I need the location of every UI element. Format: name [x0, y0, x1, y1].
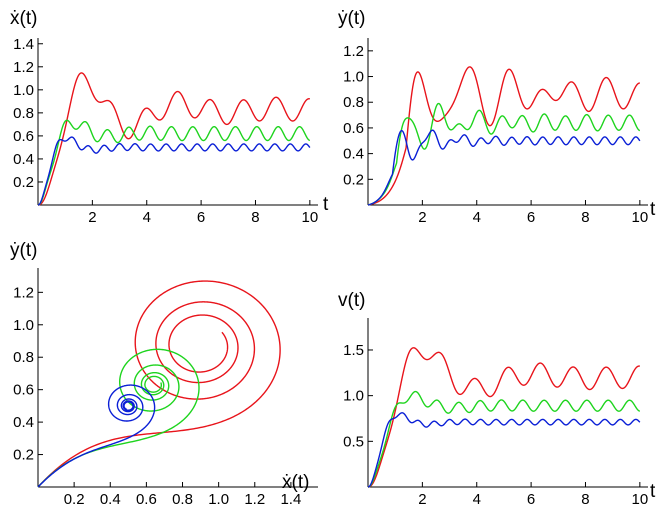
series-line-blue — [367, 412, 641, 488]
x-tick-label: 2 — [418, 209, 426, 226]
y-tick-label: 0.6 — [13, 382, 34, 399]
series-line-green — [37, 348, 200, 488]
series-line-red — [367, 347, 641, 488]
x-tick-label: 0.2 — [64, 491, 85, 508]
panel-phase-ydot-vs-xdot: 0.2 0.4 0.6 0.8 1.0 1.2 1.4 0.2 0.4 0.6 0.8 1.0 1.2 ẏ… — [10, 240, 318, 508]
series-line-red — [37, 280, 281, 488]
x-tick-label: 0.8 — [172, 491, 193, 508]
x-tick-label: 2 — [88, 209, 96, 226]
y-axis-label: ẏ(t) — [10, 240, 37, 261]
y-tick-label: 0.2 — [13, 174, 34, 191]
x-axis-label: t — [650, 481, 656, 502]
y-tick-label: 1.2 — [13, 284, 34, 301]
x-tick-label: 1.4 — [280, 491, 301, 508]
x-tick-label: 0.6 — [136, 491, 157, 508]
x-tick-label: 6 — [527, 209, 535, 226]
series-line-red — [367, 66, 641, 206]
y-tick-label: 1.0 — [13, 317, 34, 334]
x-tick-label: 10 — [302, 209, 319, 226]
y-tick-label: 0.4 — [13, 414, 34, 431]
y-tick-label: 1.0 — [343, 69, 364, 86]
y-tick-label: 0.5 — [343, 433, 364, 450]
y-tick-label: 1.2 — [13, 59, 34, 76]
y-tick-label: 1.0 — [13, 82, 34, 99]
y-tick-label: 0.2 — [343, 171, 364, 188]
y-tick-label: 0.6 — [343, 120, 364, 137]
x-tick-label: 8 — [581, 209, 589, 226]
x-tick-label: 8 — [251, 209, 259, 226]
y-tick-label: 0.8 — [13, 349, 34, 366]
panel-speed-vs-t: 2 4 6 8 10 0.5 1.0 1.5 v(t) t — [338, 290, 656, 508]
x-tick-label: 6 — [197, 209, 205, 226]
x-tick-label: 10 — [632, 209, 649, 226]
y-tick-label: 0.8 — [13, 105, 34, 122]
x-tick-label: 2 — [418, 491, 426, 508]
panel-xdot-vs-t: 2 4 6 8 10 0.2 0.4 0.6 0.8 1.0 1.2 1.4 ẋ(t) t — [10, 8, 329, 226]
y-axis-label: v(t) — [338, 290, 365, 311]
x-tick-label: 4 — [143, 209, 151, 226]
series-line-blue — [367, 129, 641, 206]
x-tick-label: 10 — [632, 491, 649, 508]
series-line-red — [37, 72, 311, 206]
x-tick-label: 4 — [473, 209, 481, 226]
y-tick-label: 0.4 — [13, 151, 34, 168]
y-tick-label: 1.5 — [343, 342, 364, 359]
series-line-green — [367, 102, 641, 206]
y-tick-label: 1.4 — [13, 36, 34, 53]
x-tick-label: 6 — [527, 491, 535, 508]
series-line-blue — [37, 136, 311, 206]
y-axis-label: ẏ(t) — [338, 8, 365, 29]
series-line-green — [367, 390, 641, 488]
panel-ydot-vs-t: 2 4 6 8 10 0.2 0.4 0.6 0.8 1.0 1.2 ẏ(t) t — [338, 8, 656, 226]
y-tick-label: 0.6 — [13, 128, 34, 145]
x-axis-label: ẋ(t) — [282, 472, 309, 493]
series-line-blue — [37, 384, 156, 488]
x-tick-label: 8 — [581, 491, 589, 508]
series-line-green — [37, 119, 311, 206]
y-tick-label: 0.8 — [343, 94, 364, 111]
x-tick-label: 0.4 — [100, 491, 121, 508]
x-tick-label: 4 — [473, 491, 481, 508]
x-axis-label: t — [650, 199, 656, 220]
x-tick-label: 1.2 — [244, 491, 265, 508]
y-tick-label: 0.4 — [343, 146, 364, 163]
y-tick-label: 1.0 — [343, 388, 364, 405]
y-axis-label: ẋ(t) — [10, 8, 37, 29]
x-tick-label: 1.0 — [208, 491, 229, 508]
y-tick-label: 0.2 — [13, 447, 34, 464]
y-tick-label: 1.2 — [343, 43, 364, 60]
x-axis-label: t — [323, 194, 329, 215]
